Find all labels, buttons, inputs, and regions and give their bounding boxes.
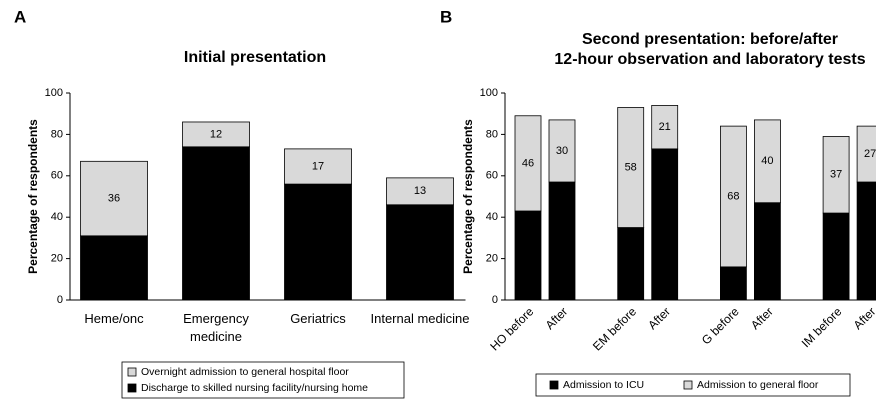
bar-segment <box>548 119 576 183</box>
value-label: 13 <box>414 185 426 197</box>
y-tick-label: 60 <box>51 170 63 182</box>
panel-label: A <box>14 7 26 26</box>
bar-segment <box>754 202 781 301</box>
y-tick-label: 20 <box>486 253 498 265</box>
chart-title: Second presentation: before/after <box>582 31 838 48</box>
bar-segment <box>182 121 250 148</box>
legend-box <box>121 361 405 399</box>
value-label: 46 <box>522 157 534 169</box>
value-label: 73 <box>659 218 671 230</box>
value-label: 43 <box>522 249 534 261</box>
y-tick-label: 0 <box>492 294 498 306</box>
value-label: 56 <box>312 236 324 248</box>
y-tick-label: 20 <box>51 253 63 265</box>
bar-segment <box>617 227 645 301</box>
bar-segment <box>720 125 747 268</box>
value-label: 46 <box>414 246 426 258</box>
bar-segment <box>514 115 542 212</box>
bar-segment <box>822 136 850 214</box>
bar-segment <box>514 210 542 301</box>
y-tick-label: 100 <box>480 87 498 99</box>
legend-label: Admission to general floor <box>697 379 819 391</box>
legend-swatch <box>549 380 559 390</box>
legend-label: Discharge to skilled nursing facility/nu… <box>141 382 368 394</box>
bar-segment <box>284 148 352 185</box>
value-label: 47 <box>761 245 773 257</box>
bar-segment <box>754 119 781 204</box>
value-label: 42 <box>830 250 842 262</box>
y-tick-label: 0 <box>57 294 63 306</box>
legend-swatch <box>127 367 137 377</box>
y-tick-label: 80 <box>486 128 498 140</box>
bar-segment <box>548 181 576 301</box>
panel-label: B <box>440 7 452 26</box>
value-label: 58 <box>625 161 637 173</box>
y-axis-label: Percentage of respondents <box>461 119 475 274</box>
value-label: 17 <box>312 160 324 172</box>
bar-segment <box>80 235 148 301</box>
bar-segment <box>80 160 148 237</box>
legend-label: Admission to ICU <box>563 379 644 391</box>
value-label: 74 <box>210 217 222 229</box>
x-tick-label: EM before <box>590 304 639 353</box>
bar-segment <box>822 212 850 301</box>
value-label: 27 <box>864 148 876 160</box>
legend-box <box>535 373 851 397</box>
bar-segment <box>386 177 454 206</box>
x-tick-label: After <box>748 304 776 332</box>
bar-segment <box>856 125 876 183</box>
chart-title: Initial presentation <box>184 49 326 66</box>
x-tick-label: Heme/onc <box>84 311 144 326</box>
value-label: 16 <box>727 277 739 289</box>
value-label: 36 <box>108 192 120 204</box>
value-label: 12 <box>210 128 222 140</box>
value-label: 30 <box>556 145 568 157</box>
y-tick-label: 100 <box>45 87 63 99</box>
y-tick-label: 40 <box>51 211 63 223</box>
x-tick-label: After <box>543 304 571 332</box>
value-label: 57 <box>556 235 568 247</box>
y-axis-label: Percentage of respondents <box>26 119 40 274</box>
x-tick-label: Emergency medicine <box>183 311 249 344</box>
bar-segment <box>284 183 352 301</box>
bar-segment <box>651 148 679 301</box>
legend-label: Overnight admission to general hospital … <box>141 366 349 378</box>
bar-segment <box>617 107 645 228</box>
bar-segment <box>182 146 250 301</box>
x-tick-label: G before <box>699 304 742 347</box>
legend-swatch <box>683 380 693 390</box>
value-label: 37 <box>830 169 842 181</box>
x-tick-label: IM before <box>799 304 845 350</box>
x-tick-label: After <box>851 304 876 332</box>
bar-segment <box>651 105 679 150</box>
y-tick-label: 80 <box>51 128 63 140</box>
chart-title: 12-hour observation and laboratory tests <box>554 51 865 68</box>
legend-swatch <box>127 383 137 393</box>
y-tick-label: 40 <box>486 211 498 223</box>
value-label: 21 <box>659 121 671 133</box>
x-tick-label: After <box>645 304 673 332</box>
x-tick-label: Geriatrics <box>290 311 346 326</box>
y-tick-label: 60 <box>486 170 498 182</box>
value-label: 68 <box>727 190 739 202</box>
value-label: 40 <box>761 155 773 167</box>
value-label: 57 <box>864 235 876 247</box>
value-label: 35 <box>625 258 637 270</box>
x-tick-label: Internal medicine <box>370 311 470 326</box>
value-label: 31 <box>108 262 120 274</box>
x-tick-label: HO before <box>487 304 536 353</box>
